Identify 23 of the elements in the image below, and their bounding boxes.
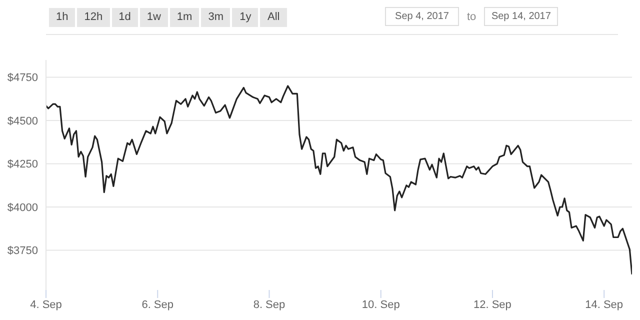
x-tick-label: 4. Sep	[30, 298, 62, 311]
y-tick-label: $3750	[7, 245, 38, 258]
text: All	[260, 8, 287, 27]
text: 1d	[112, 8, 138, 27]
line-series	[46, 85, 632, 276]
text: Sep 4, 2017	[385, 7, 459, 26]
text: 1m	[170, 8, 200, 27]
text: 12h	[77, 8, 110, 27]
text: to	[467, 10, 476, 22]
y-tick-label: $4750	[7, 72, 38, 84]
x-tick-label: 6. Sep	[142, 298, 174, 311]
x-tick-label: 12. Sep	[474, 298, 512, 311]
text: 1h	[49, 8, 76, 27]
y-tick-label: $4250	[7, 158, 38, 171]
text: 3m	[201, 8, 230, 27]
text: Sep 14, 2017	[484, 7, 558, 26]
text: 1y	[232, 8, 258, 27]
x-tick-label: 14. Sep	[585, 298, 624, 311]
text: 1w	[140, 8, 168, 27]
x-tick-label: 10. Sep	[362, 298, 400, 311]
y-tick-label: $4500	[7, 115, 38, 128]
x-tick-label: 8. Sep	[253, 298, 286, 311]
y-tick-label: $4000	[7, 202, 38, 214]
